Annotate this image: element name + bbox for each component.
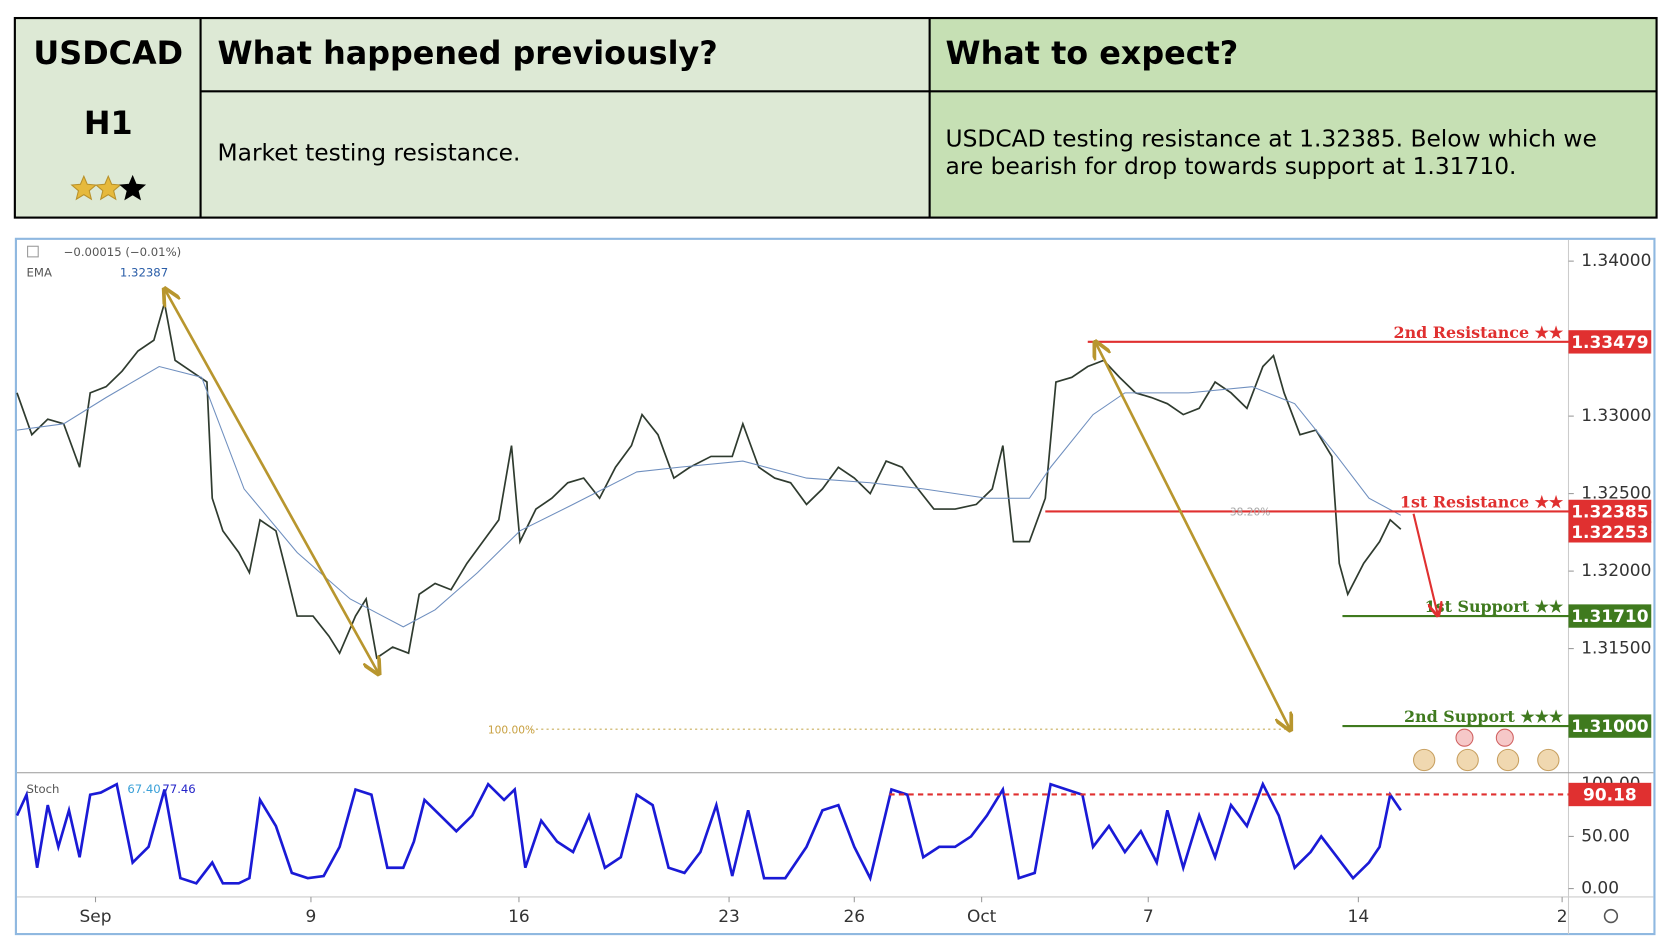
y-tick-label: 1.33000 [1581, 406, 1651, 426]
rating-stars [70, 174, 147, 201]
column-title: What to expect? [946, 34, 1239, 72]
price-tag [1568, 499, 1652, 524]
plot-area: 1.34000 1.33000 1.32500 1.32000 1.31500 2nd R… [15, 245, 1652, 927]
event-icon [1455, 728, 1474, 747]
price-tag [1568, 782, 1652, 807]
column-title: What happened previously? [218, 34, 718, 72]
y-tick-label: 50.00 [1581, 826, 1630, 846]
table-bg [14, 18, 930, 218]
legend-label: Stoch [27, 782, 60, 796]
legend-label: EMA [27, 265, 52, 279]
price-tag [1568, 330, 1652, 354]
timeframe: H1 [84, 104, 133, 142]
star [70, 174, 98, 201]
previous-text: Market testing resistance. [218, 138, 521, 166]
price-tag [1568, 604, 1652, 628]
event-icon [1495, 728, 1514, 747]
arrow [1095, 342, 1290, 730]
x-tick-label: 2 [1557, 907, 1568, 927]
legend-value: 1.32387 [120, 265, 168, 279]
price-tag-label: 1.32253 [1571, 523, 1648, 543]
level-label: 1st Support ★★ [1425, 597, 1564, 616]
x-tick-label: 9 [306, 907, 317, 927]
price-tag-label: 1.31000 [1571, 717, 1648, 737]
event-icon [1413, 748, 1436, 772]
chart-frame [14, 237, 1656, 936]
table-bg [929, 18, 1657, 218]
price-tag-label: 1.31710 [1571, 607, 1648, 627]
price-tag-label: 90.18 [1583, 786, 1637, 806]
arrow [1412, 513, 1438, 616]
y-tick-label: 1.31500 [1581, 639, 1651, 659]
x-tick-label: 7 [1143, 907, 1154, 927]
star [94, 174, 122, 201]
x-tick-label: Oct [967, 907, 997, 927]
legend-value: 67.40 [127, 782, 160, 796]
x-tick-label: 14 [1348, 907, 1370, 927]
settings-icon[interactable] [1603, 908, 1619, 924]
arrow [164, 289, 378, 674]
x-tick-label: Sep [80, 907, 112, 927]
fib-label: 100.00% [488, 723, 535, 736]
symbol: USDCAD [33, 34, 183, 72]
legend-value: 77.46 [162, 782, 195, 796]
y-tick-label: 1.34000 [1581, 251, 1651, 271]
price-tag-label: 1.33479 [1571, 333, 1648, 353]
legend-icon [27, 245, 39, 258]
level-label: 2nd Support ★★★ [1404, 707, 1564, 726]
series-line [15, 780, 1402, 885]
event-icon [1496, 748, 1520, 772]
fib-label: 38.20% [1230, 505, 1270, 518]
level-label: 1st Resistance ★★ [1400, 492, 1564, 511]
y-tick-label: 1.32500 [1581, 484, 1651, 504]
x-tick-label: 23 [718, 907, 740, 927]
event-icons [1413, 728, 1560, 772]
y-tick-label: 1.32000 [1581, 561, 1651, 581]
price-tag [1568, 714, 1652, 738]
y-tick-label: 0.00 [1581, 879, 1619, 899]
x-tick-label: 26 [843, 907, 865, 927]
level-label: 2nd Resistance ★★ [1394, 323, 1564, 342]
event-icon [1537, 748, 1560, 772]
star [119, 174, 147, 201]
price-tag-label: 1.32385 [1571, 502, 1648, 522]
header-table: USDCAD H1 What happened previously? What… [13, 16, 1658, 219]
info-text: −0.00015 (−0.01%) [64, 245, 182, 259]
expect-text: are bearish for drop towards support at … [946, 152, 1517, 180]
expect-text: USDCAD testing resistance at 1.32385. Be… [946, 125, 1597, 153]
table-border [13, 16, 1658, 219]
price-tag [1568, 521, 1652, 543]
x-tick-label: 16 [508, 907, 530, 927]
event-icon [1456, 748, 1479, 772]
